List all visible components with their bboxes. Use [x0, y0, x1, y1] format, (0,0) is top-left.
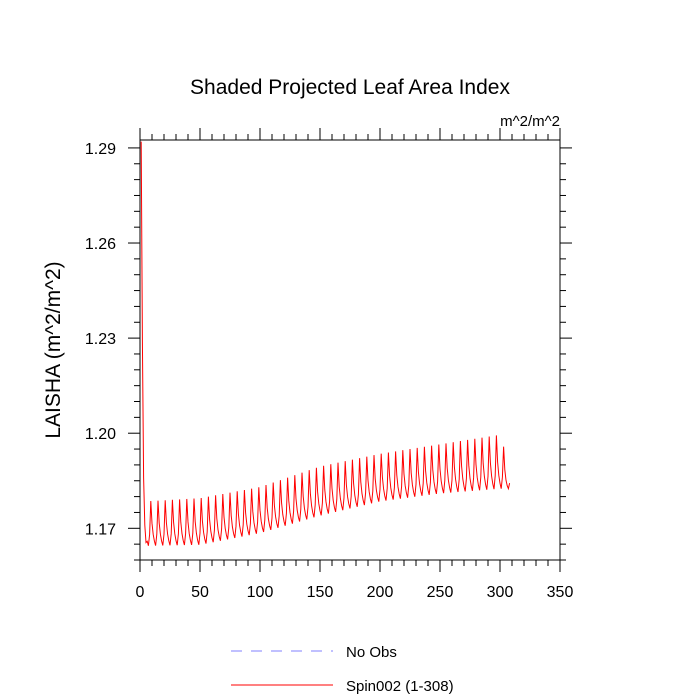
x-tick-label: 100	[247, 584, 274, 601]
x-tick-label: 350	[547, 584, 574, 601]
y-tick-label: 1.17	[85, 521, 116, 538]
series-line-spin002	[140, 141, 511, 546]
y-tick-label: 1.20	[85, 426, 116, 443]
y-tick-label: 1.23	[85, 331, 116, 348]
x-tick-label: 300	[487, 584, 514, 601]
y-tick-label: 1.29	[85, 141, 116, 158]
x-tick-label: 0	[136, 584, 145, 601]
legend-label-spin002: Spin002 (1-308)	[346, 678, 454, 695]
legend-label-no-obs: No Obs	[346, 644, 397, 661]
legend: No Obs Spin002 (1-308)	[231, 644, 454, 695]
chart-title: Shaded Projected Leaf Area Index	[190, 76, 510, 99]
y-tick-label: 1.26	[85, 236, 116, 253]
units-label: m^2/m^2	[500, 113, 560, 130]
y-axis-label: LAISHA (m^2/m^2)	[42, 261, 65, 438]
x-tick-label: 50	[191, 584, 209, 601]
axis-ticks	[128, 128, 572, 572]
axis-tick-labels: 0 50 100 150 200 250 300 350 1.17 1.20 1.23 1.26 1.2…	[85, 141, 574, 601]
series-lines	[140, 141, 511, 546]
x-tick-label: 250	[427, 584, 454, 601]
plot-frame	[139, 139, 561, 561]
x-tick-label: 200	[367, 584, 394, 601]
x-tick-label: 150	[307, 584, 334, 601]
